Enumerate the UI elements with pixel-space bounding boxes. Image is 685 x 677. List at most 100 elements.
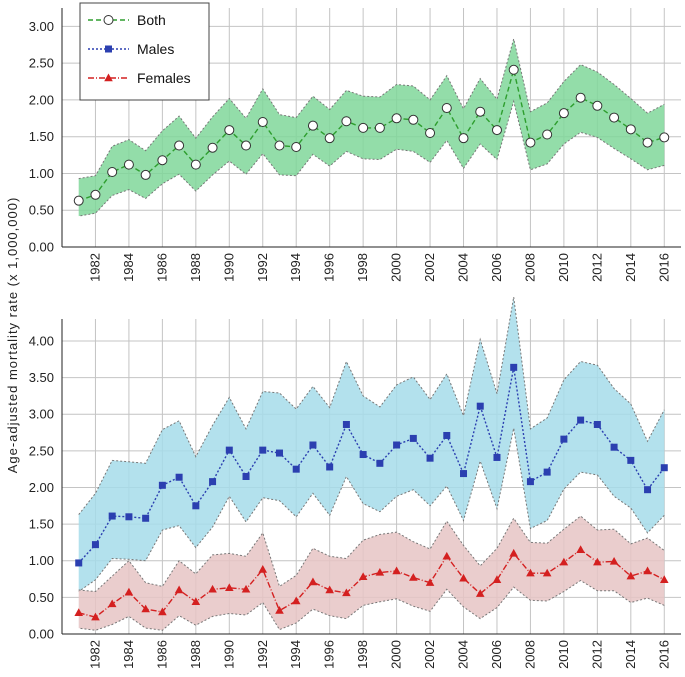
data-point-males [644,486,652,494]
data-point-males [460,470,468,478]
x-tick-label: 1988 [188,253,203,282]
y-tick-label: 3.00 [29,407,54,422]
data-point-males [627,456,635,464]
data-point-females [107,599,117,608]
data-point-males [225,446,233,454]
x-tick-label: 2016 [656,640,671,669]
data-point-males [560,435,568,443]
data-point-both [90,189,101,200]
data-point-females [626,571,636,580]
data-point-females [325,585,334,594]
data-point-males [660,464,668,472]
data-point-both [542,129,553,140]
data-point-females [643,566,652,575]
data-point-both [73,195,84,206]
x-tick-label: 1990 [221,253,236,282]
data-point-males [259,446,267,454]
data-point-both [257,116,268,127]
x-tick-label: 2008 [522,640,537,669]
data-point-females [208,584,217,593]
data-point-females [526,568,535,577]
x-tick-label: 1986 [154,253,169,282]
data-point-both [425,128,436,139]
x-tick-label: 1998 [355,253,370,282]
data-point-both [508,64,519,75]
series-line-females [78,548,665,618]
y-tick-label: 0.50 [29,203,54,218]
x-tick-label: 2000 [389,640,404,669]
bottom-panel: 0.00 0.50 1.00 1.50 2.00 2.50 3.00 3.50 4.00 1982… [29,296,681,669]
data-point-females [559,557,569,566]
data-point-males [443,431,451,439]
data-point-both [123,159,134,170]
data-point-females [275,606,284,614]
x-tick-label: 1984 [121,640,136,669]
data-point-females [224,583,234,592]
data-point-males [142,514,150,522]
data-point-both [374,122,385,133]
x-tick-label: 1992 [255,640,270,669]
top-panel: 0.00 0.50 1.00 1.50 2.00 2.50 3.00 1982 1984 1986… [29,8,681,282]
data-point-both [558,108,569,119]
data-point-both [475,106,486,117]
legend: Both Males Females [79,2,210,101]
data-point-females [659,575,669,583]
y-tick-label: 4.00 [29,333,54,348]
data-point-both [274,140,285,151]
data-point-both [140,169,151,180]
x-tick-label: 2006 [489,640,504,669]
x-tick-label: 1986 [154,640,169,669]
data-point-both [324,133,335,144]
legend-label-both: Both [137,12,166,28]
data-point-males [192,502,200,510]
data-point-both [241,140,252,151]
data-point-males [75,559,83,567]
data-point-males [409,434,417,442]
data-point-females [593,557,602,566]
data-point-males [292,465,300,473]
data-point-both [174,140,185,151]
data-point-males [393,441,401,449]
data-point-both [642,137,653,148]
y-tick-label: 3.50 [29,370,54,385]
data-point-both [207,142,218,153]
data-point-males [593,420,601,428]
data-point-both [341,116,352,127]
confidence-band-males [78,297,665,592]
data-point-females [141,604,150,613]
data-point-both [307,120,318,131]
data-point-both [525,137,536,148]
data-point-both [157,155,168,166]
x-tick-label: 1994 [288,640,303,669]
data-point-females [492,575,502,583]
x-tick-label: 2000 [389,253,404,282]
y-tick-label: 0.00 [29,627,54,642]
x-tick-label: 2014 [623,640,638,669]
data-point-both [575,92,586,103]
x-tick-label: 1996 [322,640,337,669]
x-tick-label: 2002 [422,253,437,282]
data-point-females [459,573,468,582]
data-point-females [409,573,418,581]
data-point-females [576,545,585,553]
data-point-males [209,478,217,486]
y-tick-label: 1.50 [29,517,54,532]
data-point-males [125,513,133,521]
data-point-both [408,114,419,125]
data-point-females [425,578,435,586]
x-tick-label: 2008 [522,253,537,282]
data-point-males [158,481,166,489]
x-tick-label: 1982 [87,640,102,669]
confidence-band-females [78,516,665,631]
data-point-both [441,103,452,114]
data-point-both [391,113,402,124]
data-point-males [108,512,116,520]
x-tick-label: 2004 [456,640,471,669]
y-tick-label: 1.00 [29,553,54,568]
data-point-both [458,133,469,144]
data-point-both [659,132,670,143]
data-point-females [308,577,318,586]
legend-marker-males [105,45,112,53]
y-tick-label: 1.50 [29,129,54,144]
data-point-females [475,589,485,597]
